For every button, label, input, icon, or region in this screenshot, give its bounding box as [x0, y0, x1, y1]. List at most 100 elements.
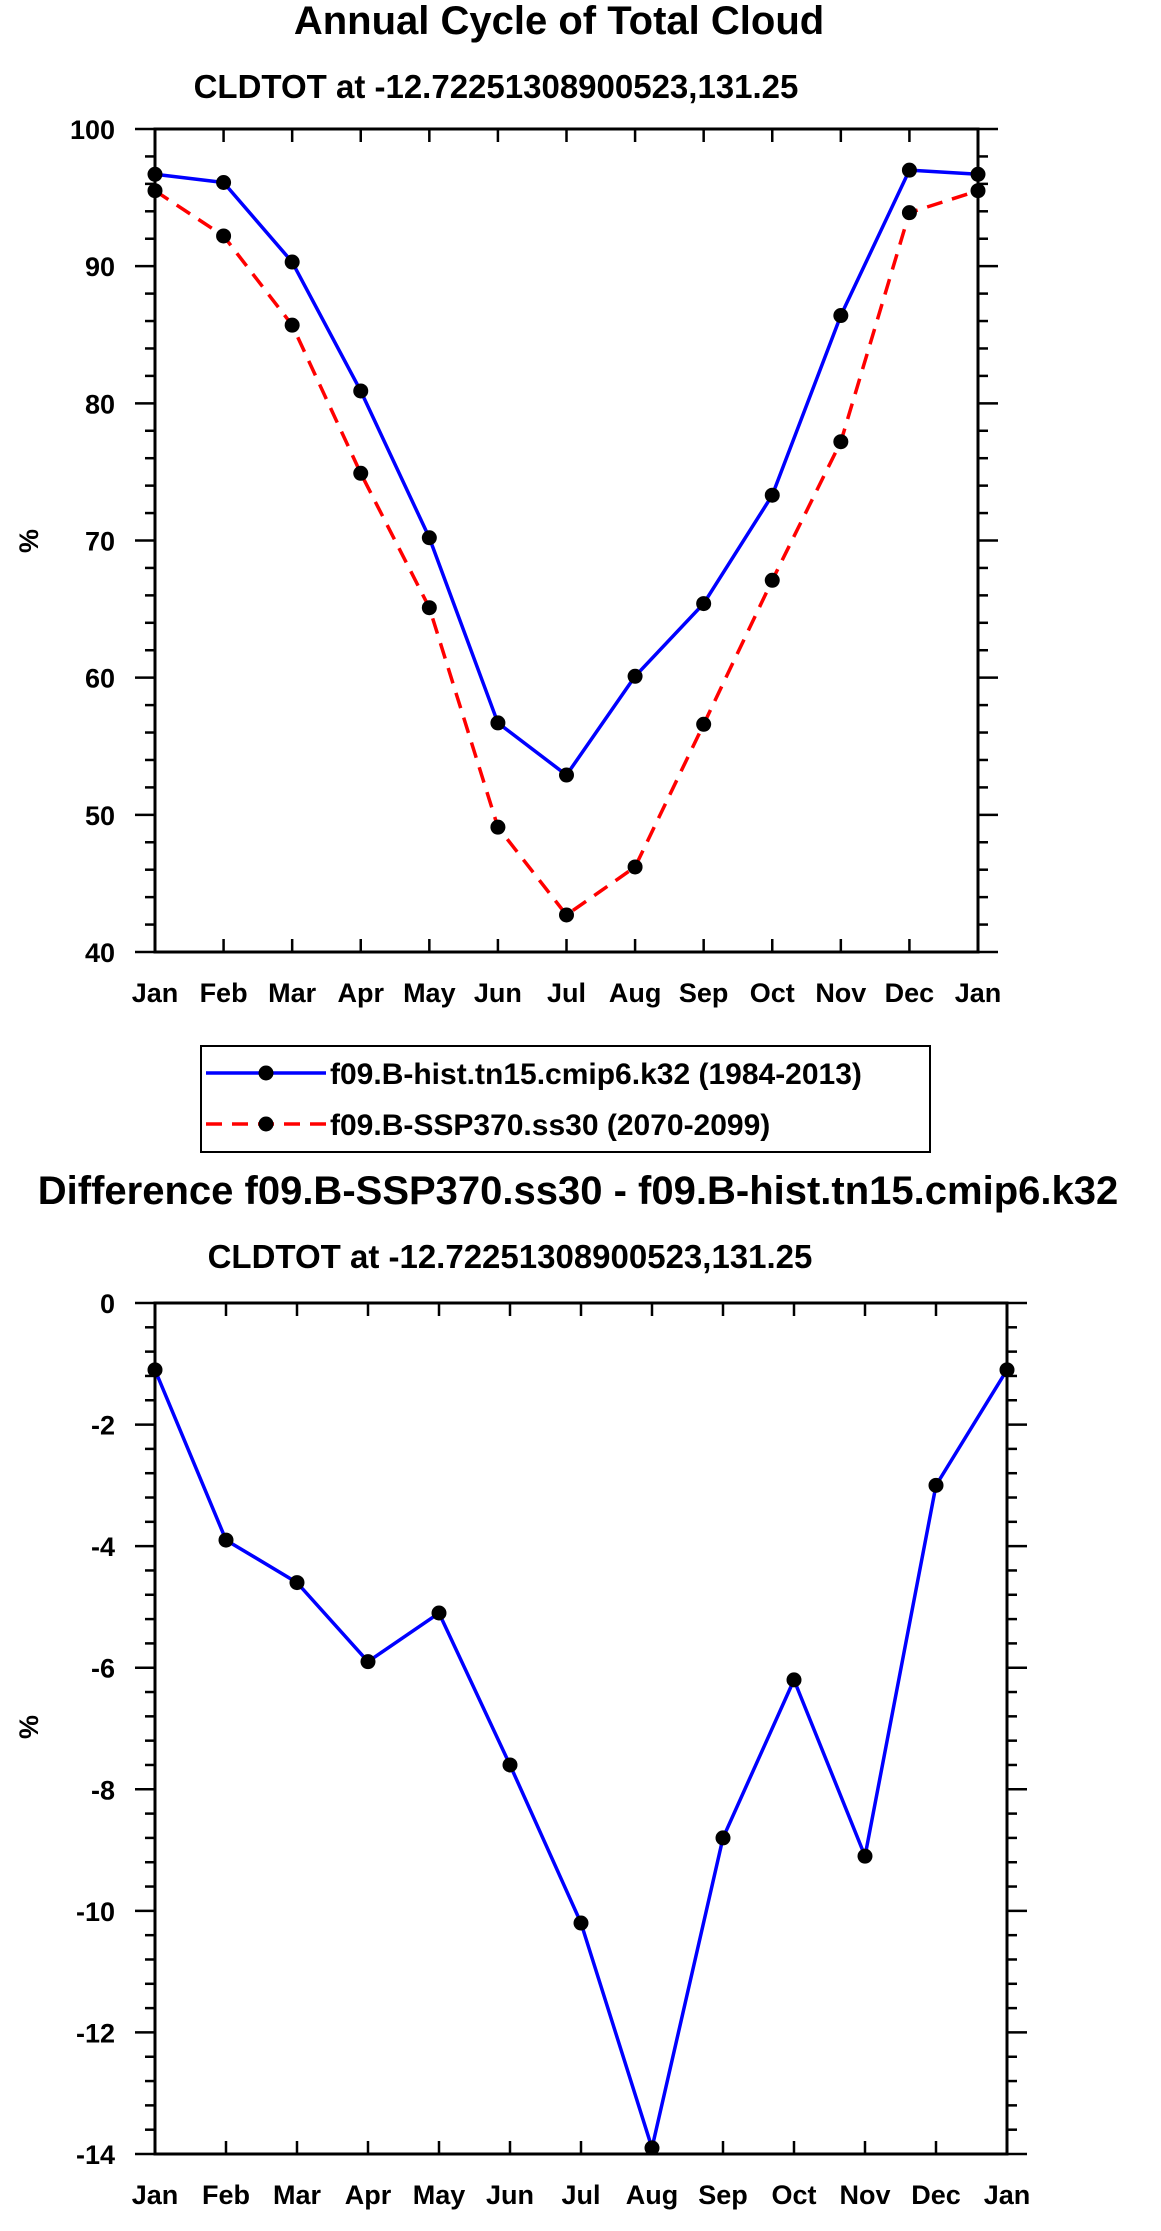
legend-label-hist: f09.B-hist.tn15.cmip6.k32 (1984-2013) [330, 1058, 862, 1091]
bottom-y-tick-label: -10 [76, 1897, 115, 1927]
top-series-0-point [627, 668, 643, 684]
top-series-1-point [421, 600, 437, 616]
top-y-tick-label: 90 [85, 252, 115, 282]
top-series-0-point [901, 162, 917, 178]
top-x-tick-label: Oct [750, 978, 795, 1008]
bottom-series-0-point [999, 1362, 1015, 1378]
bottom-plot-frame [153, 1301, 1009, 2156]
top-x-tick-label: Aug [609, 978, 661, 1008]
legend-marker-ssp [258, 1116, 274, 1132]
bottom-series-0-point [431, 1605, 447, 1621]
top-series-0-point [284, 254, 300, 270]
top-y-tick-label: 70 [85, 527, 115, 557]
bottom-y-tick-label: -14 [76, 2140, 115, 2170]
legend: f09.B-hist.tn15.cmip6.k32 (1984-2013) f0… [200, 1045, 931, 1153]
bottom-x-tick-label: Dec [911, 2180, 961, 2210]
bottom-y-tick-label: -12 [76, 2018, 115, 2048]
bottom-x-tick-label: May [413, 2180, 466, 2210]
top-series-1-point [147, 183, 163, 199]
top-y-tick-label: 60 [85, 664, 115, 694]
top-series-1-point [696, 716, 712, 732]
bottom-y-tick-label: -4 [91, 1532, 115, 1562]
bottom-series-0-point [360, 1654, 376, 1670]
top-x-tick-label: Dec [885, 978, 935, 1008]
top-series-0-point [696, 596, 712, 612]
bottom-chart-subtitle: CLDTOT at -12.72251308900523,131.25 [208, 1238, 813, 1275]
bottom-chart-y-label: % [14, 1715, 44, 1739]
bottom-x-tick-label: Feb [202, 2180, 250, 2210]
bottom-series-0-point [218, 1532, 234, 1548]
top-series-0-point [833, 308, 849, 324]
bottom-series-0-point [502, 1757, 518, 1773]
top-y-tick-label: 40 [85, 938, 115, 968]
top-series-0-point [559, 767, 574, 783]
top-x-tick-label: Mar [268, 978, 317, 1008]
top-x-tick-label: Feb [200, 978, 248, 1008]
bottom-series-0-point [147, 1362, 163, 1378]
top-y-tick-label: 50 [85, 801, 115, 831]
top-x-tick-label: Jun [474, 978, 522, 1008]
bottom-y-tick-label: -8 [91, 1775, 115, 1805]
bottom-series-0-point [786, 1672, 802, 1688]
bottom-x-tick-label: Mar [273, 2180, 322, 2210]
top-series-1-point [353, 465, 369, 481]
top-series-1-point [764, 572, 780, 588]
top-series-1-point [901, 205, 917, 221]
top-x-tick-label: Jan [132, 978, 179, 1008]
top-series-0-point [421, 530, 437, 546]
bottom-y-tick-label: -6 [91, 1654, 115, 1684]
top-x-tick-label: May [403, 978, 456, 1008]
top-series-1-point [970, 183, 986, 199]
top-series-1-point [833, 434, 849, 450]
top-series-0-point [216, 174, 232, 190]
top-series-1-point [490, 819, 506, 835]
legend-box [200, 1045, 931, 1153]
top-series-0-point [490, 715, 506, 731]
bottom-series-0-point [644, 2140, 660, 2156]
bottom-series-0-point [715, 1830, 731, 1846]
top-series-line-0 [154, 168, 979, 777]
top-plot-frame [153, 127, 980, 954]
top-x-tick-label: Apr [338, 978, 385, 1008]
bottom-x-tick-label: Jun [486, 2180, 534, 2210]
bottom-plot-area: Jan Feb Mar Apr May Jun Jul Aug Sep Oct Nov Dec Jan-… [76, 1289, 1030, 2210]
bottom-x-tick-label: Apr [345, 2180, 392, 2210]
bottom-series-0-point [573, 1915, 589, 1931]
bottom-series-line-0 [153, 1368, 1009, 2150]
top-series-0-point [764, 487, 780, 503]
bottom-x-tick-label: Jan [132, 2180, 179, 2210]
bottom-x-tick-label: Sep [698, 2180, 748, 2210]
top-x-tick-label: Jul [547, 978, 586, 1008]
bottom-series-0-point [857, 1848, 873, 1864]
top-y-tick-label: 100 [70, 115, 115, 145]
top-series-0-point [970, 166, 986, 182]
top-series-1-point [559, 907, 574, 923]
top-x-tick-label: Nov [815, 978, 866, 1008]
top-plot-area: Jan Feb Mar Apr May Jun Jul Aug Sep Oct Nov Dec Jan 4… [70, 115, 1001, 1008]
top-x-tick-label: Sep [679, 978, 729, 1008]
top-series-1-point [284, 317, 300, 333]
bottom-x-tick-label: Jul [561, 2180, 600, 2210]
top-series-1-point [627, 859, 643, 875]
top-series-line-1 [154, 189, 979, 917]
bottom-x-tick-label: Oct [771, 2180, 816, 2210]
top-series-0-point [147, 166, 163, 182]
bottom-series-0-point [289, 1575, 305, 1591]
bottom-x-tick-label: Aug [626, 2180, 678, 2210]
bottom-series-0-point [928, 1477, 944, 1493]
top-chart-subtitle: CLDTOT at -12.72251308900523,131.25 [194, 68, 799, 105]
top-chart-y-label: % [14, 529, 44, 553]
bottom-chart-title: Difference f09.B-SSP370.ss30 - f09.B-his… [38, 1169, 1118, 1213]
legend-marker-hist [258, 1065, 274, 1081]
bottom-x-tick-label: Nov [839, 2180, 890, 2210]
top-series-0-point [353, 383, 369, 399]
top-y-tick-label: 80 [85, 389, 115, 419]
top-x-tick-label: Jan [955, 978, 1002, 1008]
top-chart-title: Annual Cycle of Total Cloud [294, 0, 824, 43]
bottom-x-tick-label: Jan [984, 2180, 1031, 2210]
legend-label-ssp: f09.B-SSP370.ss30 (2070-2099) [330, 1109, 770, 1142]
bottom-y-tick-label: -2 [91, 1411, 115, 1441]
top-series-1-point [216, 228, 232, 244]
bottom-y-tick-label: 0 [100, 1289, 115, 1319]
